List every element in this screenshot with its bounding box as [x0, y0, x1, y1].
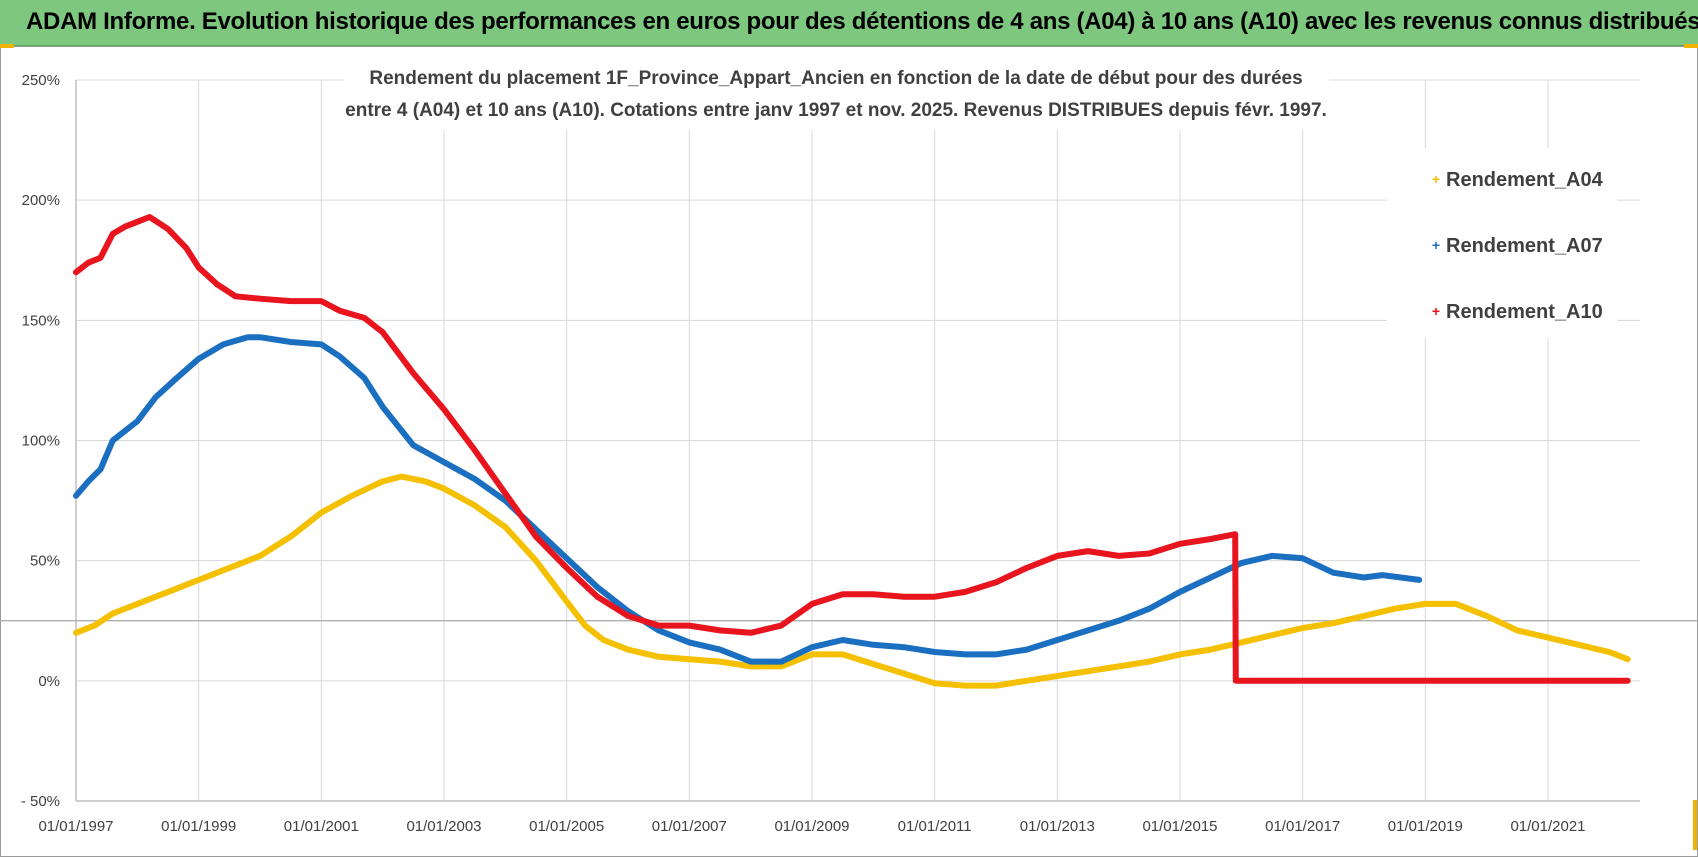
series-line-rendement-a10: [73, 214, 1631, 684]
legend-marker-icon: +: [1432, 171, 1440, 187]
x-axis-labels: 01/01/1997 01/01/1999 01/01/2001 01/01/2003…: [38, 818, 1585, 835]
vertical-gridlines: [75, 80, 1640, 802]
x-tick-label: 01/01/1999: [161, 818, 236, 835]
y-tick-label: 50%: [30, 553, 60, 570]
header-banner: ADAM Informe. Evolution historique des p…: [0, 0, 1698, 46]
report-title: ADAM Informe. Evolution historique des p…: [26, 8, 1698, 35]
chart-title-line-2: entre 4 (A04) et 10 ans (A10). Cotations…: [345, 100, 1327, 121]
series-line-rendement-a04: [73, 473, 1631, 689]
legend: + Rendement_A04 + Rendement_A07 + Rendement_A…: [1432, 169, 1604, 323]
series-line-rendement-a07: [73, 334, 1423, 665]
x-tick-label: 01/01/2001: [284, 818, 359, 835]
x-tick-label: 01/01/2005: [529, 818, 604, 835]
legend-marker-icon: +: [1432, 237, 1440, 253]
y-tick-label: 100%: [22, 433, 60, 450]
corner-mark-top-left: [0, 44, 14, 48]
y-tick-label: 0%: [38, 673, 60, 690]
legend-label: Rendement_A04: [1446, 169, 1604, 191]
legend-label: Rendement_A07: [1446, 235, 1603, 257]
x-tick-label: 01/01/2015: [1142, 818, 1217, 835]
y-tick-label: 250%: [22, 72, 60, 89]
x-tick-label: 01/01/1997: [38, 818, 113, 835]
legend-label: Rendement_A10: [1446, 301, 1603, 323]
chart-title-line-1: Rendement du placement 1F_Province_Appar…: [369, 68, 1302, 89]
x-tick-label: 01/01/2013: [1020, 818, 1095, 835]
series-lines: [73, 214, 1631, 689]
performance-chart: - 50%0%50%100%150%200%250% 01/01/1997 01/…: [0, 58, 1698, 835]
x-tick-label: 01/01/2021: [1510, 818, 1585, 835]
corner-mark-top-right: [1684, 44, 1698, 48]
x-tick-label: 01/01/2017: [1265, 818, 1340, 835]
y-tick-label: 150%: [22, 312, 60, 329]
y-tick-label: - 50%: [21, 793, 60, 810]
x-tick-label: 01/01/2009: [774, 818, 849, 835]
y-axis-labels: - 50% 0% 50% 100% 150% 200% 250%: [21, 72, 60, 810]
y-tick-label: 200%: [22, 192, 60, 209]
legend-marker-icon: +: [1432, 303, 1440, 319]
corner-mark-bottom-right: [1693, 800, 1697, 850]
x-tick-label: 01/01/2007: [652, 818, 727, 835]
x-tick-label: 01/01/2003: [406, 818, 481, 835]
x-tick-label: 01/01/2019: [1388, 818, 1463, 835]
chart-title-background: [344, 58, 1329, 130]
legend-background: [1387, 148, 1617, 338]
x-tick-label: 01/01/2011: [898, 818, 972, 835]
